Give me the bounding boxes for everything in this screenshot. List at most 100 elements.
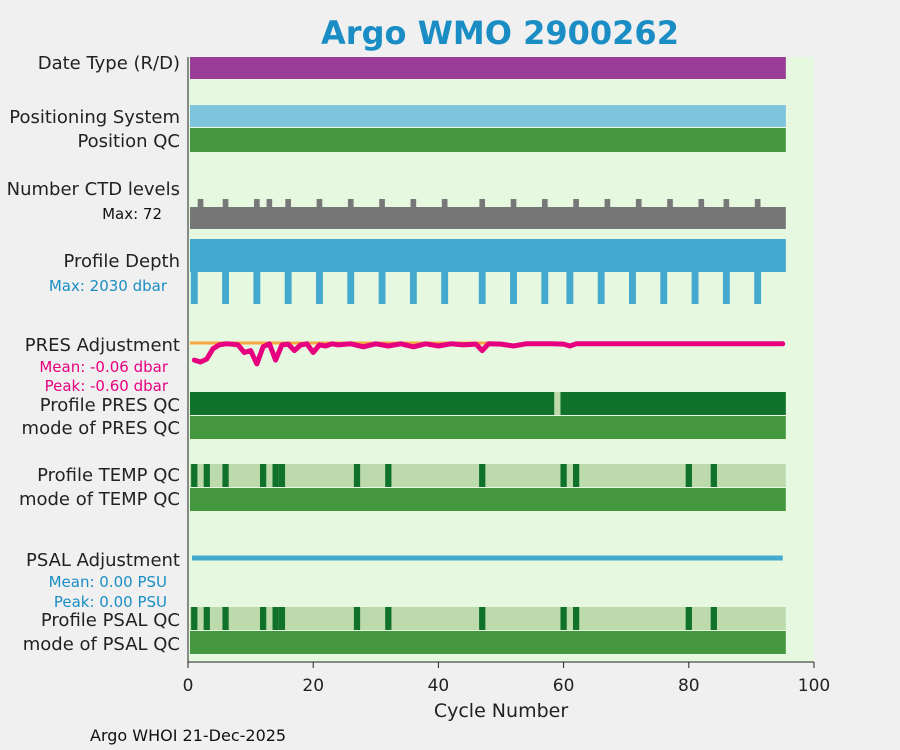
temp-qc-mark: [191, 464, 198, 487]
ctd-level-spike: [604, 199, 611, 208]
positioning-system-bar: [190, 105, 786, 127]
stat-pres-mean: Mean: -0.06 dbar: [39, 358, 169, 376]
row-label-ctd-levels: Number CTD levels: [7, 179, 180, 200]
profile-depth-bar: [190, 239, 786, 272]
row-label-profile-depth: Profile Depth: [63, 251, 180, 272]
psal-qc-mark: [191, 607, 198, 630]
ctd-level-spike: [347, 199, 354, 208]
psal-qc-mark: [222, 607, 229, 630]
profile-depth-column: [510, 271, 517, 304]
psal-qc-mark: [278, 607, 286, 630]
date-type-bar: [190, 57, 786, 79]
ctd-level-spike: [479, 199, 486, 208]
row-label-positioning-system: Positioning System: [9, 107, 180, 128]
ctd-level-spike: [197, 199, 204, 208]
temp-qc-mark: [259, 464, 267, 487]
profile-depth-column: [190, 271, 198, 304]
ctd-level-spike: [410, 199, 417, 208]
footer-credit: Argo WHOI 21-Dec-2025: [90, 726, 286, 745]
profile-depth-column: [347, 271, 355, 304]
temp-qc-mark: [353, 464, 361, 487]
ctd-level-spike: [222, 199, 229, 208]
profile-depth-column: [629, 271, 636, 304]
ctd-level-spike: [698, 199, 705, 208]
temp-qc-mark: [278, 464, 286, 487]
position-qc-bar: [190, 128, 786, 152]
row-label-mode-pres-qc: mode of PRES QC: [22, 418, 180, 439]
x-tick-label: 100: [798, 676, 830, 696]
profile-depth-column: [597, 271, 605, 304]
row-label-profile-pres-qc: Profile PRES QC: [40, 395, 180, 416]
psal-qc-mark: [685, 607, 692, 630]
x-tick-label: 80: [678, 676, 700, 696]
x-tick-label: 20: [302, 676, 324, 696]
ctd-level-spike: [542, 199, 548, 208]
ctd-level-spike: [285, 199, 291, 208]
plot-area: [188, 57, 814, 662]
ctd-level-spike: [379, 199, 385, 208]
stat-ctd-max: Max: 72: [102, 205, 162, 223]
x-tick-label: 0: [183, 676, 194, 696]
profile-depth-column: [316, 271, 323, 304]
ctd-level-spike: [667, 199, 673, 208]
ctd-level-spike: [754, 199, 761, 208]
ctd-levels-bar: [190, 207, 786, 229]
profile-depth-column: [754, 271, 762, 304]
temp-qc-mark: [479, 464, 486, 487]
x-axis-ticks: 0 20 40 60 80 100: [183, 662, 830, 696]
row-label-psal-adjustment: PSAL Adjustment: [26, 550, 180, 571]
profile-depth-column: [441, 271, 449, 304]
temp-qc-mark: [272, 464, 279, 487]
row-label-position-qc: Position QC: [77, 131, 180, 152]
mode-temp-qc-bar: [190, 488, 786, 511]
temp-qc-mark: [685, 464, 692, 487]
ctd-level-spike: [510, 199, 517, 208]
temp-qc-mark: [203, 464, 210, 487]
profile-depth-column: [660, 271, 668, 304]
chart-marks: [190, 57, 786, 654]
x-tick-label: 60: [553, 676, 575, 696]
psal-qc-mark: [710, 607, 717, 630]
stat-pres-peak: Peak: -0.60 dbar: [45, 377, 169, 395]
profile-pres-qc-bar: [190, 392, 786, 415]
profile-depth-column: [222, 271, 230, 304]
stat-depth-max: Max: 2030 dbar: [49, 277, 168, 295]
row-label-pres-adjustment: PRES Adjustment: [25, 335, 180, 356]
psal-qc-mark: [353, 607, 361, 630]
profile-psal-qc-bar: [190, 607, 786, 630]
stat-psal-peak: Peak: 0.00 PSU: [54, 593, 167, 611]
row-label-date-type: Date Type (R/D): [38, 53, 180, 74]
ctd-level-spike: [266, 199, 273, 208]
row-label-profile-psal-qc: Profile PSAL QC: [41, 610, 180, 631]
row-label-mode-temp-qc: mode of TEMP QC: [19, 489, 180, 510]
profile-depth-column: [409, 271, 417, 304]
ctd-level-spike: [316, 199, 323, 208]
psal-qc-mark: [272, 607, 279, 630]
psal-qc-mark: [560, 607, 567, 630]
ctd-level-spike: [723, 199, 730, 208]
profile-depth-column: [722, 271, 730, 304]
temp-qc-mark: [560, 464, 567, 487]
x-axis-label: Cycle Number: [434, 700, 568, 722]
profile-depth-column: [566, 271, 574, 304]
psal-qc-mark: [203, 607, 210, 630]
profile-depth-column: [378, 271, 386, 304]
psal-qc-mark: [572, 607, 580, 630]
row-label-mode-psal-qc: mode of PSAL QC: [23, 634, 180, 655]
mode-psal-qc-bar: [190, 631, 786, 654]
profile-temp-qc-bar: [190, 464, 786, 487]
temp-qc-mark: [572, 464, 580, 487]
ctd-level-spike: [254, 199, 260, 208]
pres-qc-gap: [554, 392, 561, 415]
psal-qc-mark: [259, 607, 267, 630]
x-tick-label: 40: [428, 676, 450, 696]
stat-psal-mean: Mean: 0.00 PSU: [49, 573, 167, 591]
chart-title: Argo WMO 2900262: [321, 14, 679, 52]
psal-qc-mark: [385, 607, 392, 630]
profile-depth-column: [284, 271, 292, 304]
profile-depth-column: [541, 271, 549, 304]
pres-adjustment-line: [191, 341, 786, 367]
temp-qc-mark: [710, 464, 717, 487]
ctd-level-spike: [441, 199, 448, 208]
